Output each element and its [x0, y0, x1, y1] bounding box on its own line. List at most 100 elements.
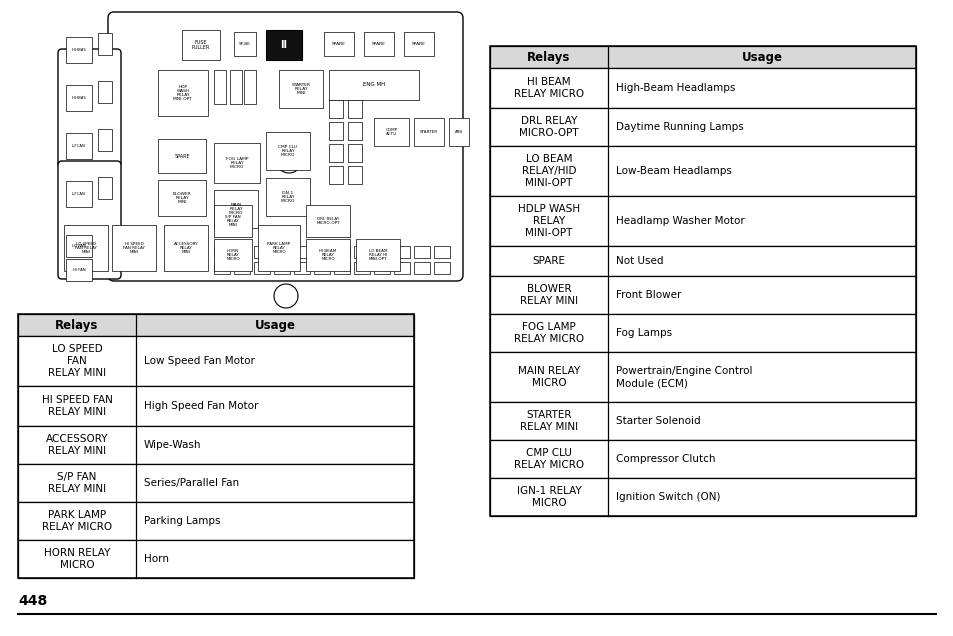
Bar: [354, 262, 370, 274]
Bar: [414, 246, 430, 258]
Bar: [66, 85, 91, 111]
Bar: [354, 246, 370, 258]
FancyBboxPatch shape: [58, 49, 121, 167]
FancyBboxPatch shape: [58, 161, 121, 279]
Text: HDLP WASH
RELAY
MINI-OPT: HDLP WASH RELAY MINI-OPT: [517, 204, 579, 238]
Bar: [348, 166, 361, 184]
Text: SPARE: SPARE: [174, 153, 190, 158]
Bar: [18, 426, 414, 464]
Bar: [364, 32, 394, 56]
Bar: [490, 246, 915, 276]
Text: ACCESSORY
RELAY MINI: ACCESSORY RELAY MINI: [46, 434, 108, 456]
Text: PARK LAMP
RELAY
MICRO: PARK LAMP RELAY MICRO: [267, 242, 291, 254]
Bar: [294, 246, 310, 258]
Text: HI SPEED
FAN RELAY
MINI: HI SPEED FAN RELAY MINI: [123, 242, 145, 254]
Bar: [213, 239, 252, 271]
Bar: [306, 239, 350, 271]
Text: STARTER
RELAY
MINI: STARTER RELAY MINI: [292, 83, 310, 95]
Text: Low-Beam Headlamps: Low-Beam Headlamps: [616, 166, 731, 176]
Bar: [414, 118, 443, 146]
Text: BLOWER
RELAY
MINI: BLOWER RELAY MINI: [172, 191, 192, 204]
Text: SP-BE: SP-BE: [239, 42, 251, 46]
Bar: [374, 262, 390, 274]
Text: HI SPEED FAN
RELAY MINI: HI SPEED FAN RELAY MINI: [42, 395, 112, 417]
Bar: [213, 262, 230, 274]
Bar: [490, 276, 915, 314]
Bar: [257, 225, 299, 271]
Bar: [18, 464, 414, 502]
Text: Fog Lamps: Fog Lamps: [616, 328, 672, 338]
Text: L-FCAN: L-FCAN: [72, 192, 86, 196]
Text: Starter Solenoid: Starter Solenoid: [616, 416, 700, 426]
Bar: [355, 239, 399, 271]
Bar: [278, 70, 323, 108]
Text: H-HBAS: H-HBAS: [71, 48, 87, 52]
Text: Series/Parallel Fan: Series/Parallel Fan: [144, 478, 239, 488]
Bar: [18, 314, 414, 578]
Bar: [374, 246, 390, 258]
Text: SPARE: SPARE: [412, 42, 425, 46]
Text: HI FAN: HI FAN: [72, 268, 85, 272]
Text: Wipe-Wash: Wipe-Wash: [144, 440, 201, 450]
Text: HORN
RELAY
MICRO: HORN RELAY MICRO: [226, 249, 239, 261]
Bar: [324, 32, 354, 56]
Bar: [490, 46, 915, 68]
Bar: [213, 190, 257, 228]
Text: IGN-1
RELAY
MICRO: IGN-1 RELAY MICRO: [280, 191, 294, 204]
Text: LO FAN: LO FAN: [72, 244, 86, 248]
Text: ENG MH: ENG MH: [362, 83, 385, 88]
Bar: [112, 225, 156, 271]
Bar: [490, 478, 915, 516]
Bar: [434, 262, 450, 274]
Bar: [64, 225, 108, 271]
Bar: [329, 100, 343, 118]
Bar: [314, 246, 330, 258]
Text: SPARE: SPARE: [372, 42, 386, 46]
Text: S/P FAN
RELAY MINI: S/P FAN RELAY MINI: [48, 472, 106, 494]
Bar: [490, 440, 915, 478]
Bar: [374, 118, 409, 146]
Bar: [334, 246, 350, 258]
Bar: [18, 314, 414, 336]
Text: FOG LAMP
RELAY MICRO: FOG LAMP RELAY MICRO: [514, 322, 583, 344]
Bar: [213, 246, 230, 258]
Bar: [253, 246, 270, 258]
Bar: [329, 166, 343, 184]
Bar: [66, 259, 91, 281]
Bar: [348, 122, 361, 140]
Text: Low Speed Fan Motor: Low Speed Fan Motor: [144, 356, 254, 366]
Bar: [233, 246, 250, 258]
Text: Daytime Running Lamps: Daytime Running Lamps: [616, 122, 743, 132]
Text: Not Used: Not Used: [616, 256, 662, 266]
Text: LO SPEED
FAN
RELAY MINI: LO SPEED FAN RELAY MINI: [48, 344, 106, 378]
Text: HORN RELAY
MICRO: HORN RELAY MICRO: [44, 548, 111, 570]
Bar: [98, 81, 112, 103]
Bar: [230, 70, 242, 104]
Text: II: II: [280, 40, 287, 50]
Text: DRL RELAY
MICRO-OPT: DRL RELAY MICRO-OPT: [518, 116, 578, 138]
Bar: [274, 246, 290, 258]
Bar: [158, 139, 206, 173]
Bar: [314, 262, 330, 274]
Bar: [490, 402, 915, 440]
Text: LO BEAM
RELAY/HID
MINI-OPT: LO BEAM RELAY/HID MINI-OPT: [521, 154, 576, 188]
Text: CMP CLU
RELAY MICRO: CMP CLU RELAY MICRO: [514, 448, 583, 470]
Bar: [490, 196, 915, 246]
Text: S/P FAN
RELAY
MINI: S/P FAN RELAY MINI: [225, 215, 240, 227]
Bar: [66, 133, 91, 159]
Text: HDP
WASH
RELAY
MINI-OPT: HDP WASH RELAY MINI-OPT: [172, 85, 193, 102]
Bar: [182, 30, 220, 60]
Bar: [213, 205, 252, 237]
Bar: [348, 144, 361, 162]
Bar: [266, 178, 310, 216]
Text: Front Blower: Front Blower: [616, 290, 680, 300]
Text: Horn: Horn: [144, 554, 169, 564]
Text: BLOWER
RELAY MINI: BLOWER RELAY MINI: [519, 284, 578, 306]
Bar: [98, 177, 112, 199]
Text: H-HBAS: H-HBAS: [71, 96, 87, 100]
Bar: [490, 352, 915, 402]
Text: Ignition Switch (ON): Ignition Switch (ON): [616, 492, 720, 502]
Text: STARTER
RELAY MINI: STARTER RELAY MINI: [519, 410, 578, 432]
Bar: [213, 70, 226, 104]
Bar: [294, 262, 310, 274]
